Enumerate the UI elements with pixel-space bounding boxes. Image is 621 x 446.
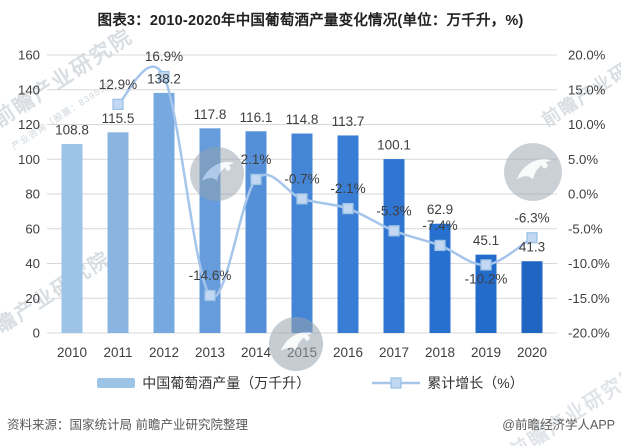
left-axis-tick: 60 (25, 221, 40, 236)
line-point-label: -14.6% (189, 268, 232, 283)
bar-2012 (153, 92, 175, 333)
line-point-label: -5.3% (376, 203, 411, 218)
line-point-label: -0.7% (284, 171, 319, 186)
legend-item-growth: 累计增长（%） (372, 373, 524, 393)
chart-title: 图表3：2010-2020年中国葡萄酒产量变化情况(单位：万千升，%) (97, 13, 524, 29)
x-axis-label-2012: 2012 (149, 345, 179, 360)
right-axis-tick: 0.0% (568, 187, 598, 202)
x-axis-label-2010: 2010 (57, 345, 87, 360)
right-axis-tick: -15.0% (568, 291, 610, 306)
left-axis-tick: 80 (25, 187, 40, 202)
right-axis-tick: 15.0% (568, 82, 606, 97)
left-axis-tick: 120 (18, 117, 40, 132)
bar-2020 (521, 261, 543, 333)
bar-2015 (291, 133, 313, 333)
line-point-label: 16.9% (145, 49, 183, 64)
legend: 中国葡萄酒产量（万千升） 累计增长（%） (0, 373, 621, 393)
bar-value-label: 100.1 (377, 138, 411, 153)
plot-area: 108.8 115.5 138.2 117.8 116.1 114.8 113.7 100.1… (18, 48, 610, 360)
bar-value-label: 108.8 (55, 122, 89, 137)
line-marker-2015 (296, 193, 308, 205)
left-axis-tick: 20 (25, 291, 40, 306)
line-marker-2012 (158, 70, 170, 83)
x-axis-label-2014: 2014 (241, 345, 272, 360)
line-marker-2014 (250, 173, 262, 186)
bar-value-label: 62.9 (427, 202, 453, 217)
bar-value-label: 116.1 (240, 110, 273, 125)
x-axis-label-2013: 2013 (195, 345, 225, 360)
x-axis-label-2019: 2019 (471, 345, 501, 360)
right-axis-tick: 5.0% (568, 152, 598, 167)
right-axis-tick: 20.0% (568, 48, 606, 63)
bar-value-label: 115.5 (102, 111, 135, 126)
bar-value-label: 117.8 (194, 107, 227, 122)
line-marker-2020 (526, 232, 538, 244)
bar-swatch-icon (97, 378, 136, 388)
line-point-label: -7.4% (422, 218, 457, 233)
line-swatch-icon (372, 377, 421, 389)
bar-value-label: 138.2 (147, 71, 181, 86)
line-marker-2016 (342, 202, 354, 215)
left-axis-tick: 140 (18, 82, 40, 97)
bar-2019 (475, 254, 497, 333)
x-axis-label-2015: 2015 (287, 345, 317, 360)
bar-2010 (61, 143, 83, 333)
growth-line (117, 65, 533, 299)
bar-2011 (107, 132, 129, 333)
footer: 资料来源：国家统计局 前瞻产业研究院整理 @前瞻经济学人APP (0, 414, 621, 433)
x-axis-label-2020: 2020 (517, 345, 547, 360)
bar-2016 (337, 135, 359, 333)
bar-value-label: 114.8 (286, 112, 319, 127)
line-marker-2013 (204, 289, 216, 302)
right-axis-tick: -10.0% (568, 256, 610, 271)
x-axis-label-2011: 2011 (103, 345, 132, 360)
line-marker-2019 (480, 259, 492, 271)
legend-label: 累计增长（%） (427, 375, 524, 391)
x-axis-label-2018: 2018 (425, 345, 455, 360)
line-point-label: -2.1% (330, 181, 365, 196)
bar-value-label: 45.1 (473, 233, 499, 248)
line-marker-2011 (112, 98, 124, 110)
right-axis-tick: -20.0% (568, 326, 610, 341)
right-axis-tick: -5.0% (568, 221, 603, 236)
line-marker-2017 (388, 225, 400, 237)
bar-2013 (199, 128, 221, 333)
line-point-label: 12.9% (99, 77, 137, 92)
data-source-text: 资料来源：国家统计局 前瞻产业研究院整理 (7, 418, 248, 432)
bar-2017 (383, 159, 405, 333)
line-marker-2018 (434, 239, 446, 252)
bar-value-label: 113.7 (332, 114, 365, 129)
legend-item-production: 中国葡萄酒产量（万千升） (97, 373, 310, 393)
line-point-label: -6.3% (514, 210, 549, 225)
line-point-label: 2.1% (241, 152, 272, 167)
left-axis-tick: 160 (18, 48, 40, 63)
x-axis-label-2016: 2016 (333, 345, 363, 360)
left-axis-tick: 100 (18, 152, 40, 167)
x-axis-label-2017: 2017 (379, 345, 409, 360)
credit-text: @前瞻经济学人APP (502, 418, 615, 432)
left-axis-tick: 0 (33, 326, 40, 341)
left-axis-tick: 40 (25, 256, 40, 271)
bar-value-label: 41.3 (519, 240, 545, 255)
legend-label: 中国葡萄酒产量（万千升） (142, 375, 311, 391)
line-point-label: -10.2% (465, 271, 508, 286)
right-axis-tick: 10.0% (568, 117, 606, 132)
